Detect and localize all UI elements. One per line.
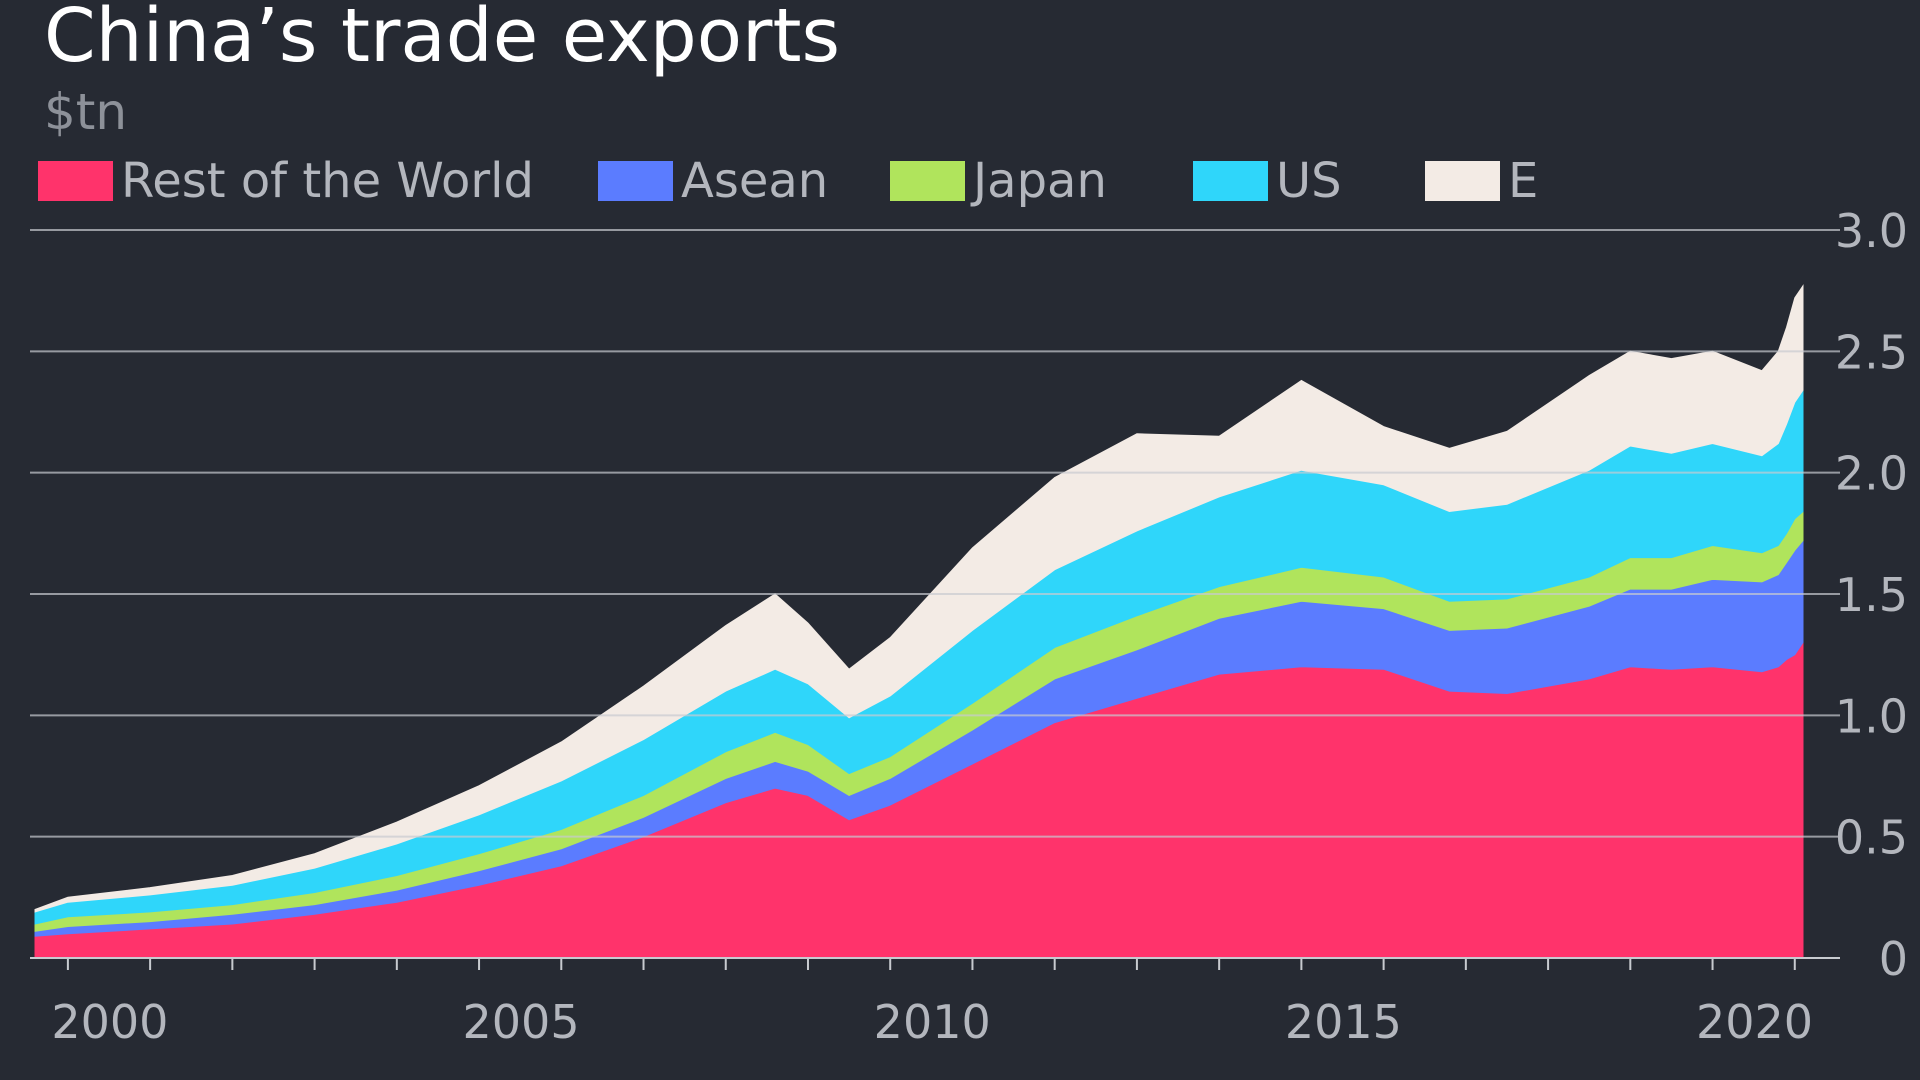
legend-label-e: E (1508, 153, 1539, 209)
x-tick-label: 2005 (463, 995, 580, 1049)
y-tick-label: 1.5 (1835, 568, 1908, 622)
y-tick-label: 1.0 (1835, 689, 1908, 743)
legend-item-asean: Asean (598, 150, 828, 212)
x-tick-label: 2020 (1696, 995, 1813, 1049)
chart-legend: Rest of the World Asean Japan US E (38, 150, 1538, 212)
y-tick-label: 3.0 (1835, 204, 1908, 258)
x-axis: 2000 2005 2010 2015 2020 (30, 957, 1840, 1049)
legend-label-japan: Japan (973, 153, 1107, 209)
y-tick-label: 2.0 (1835, 447, 1908, 501)
chart-title: China’s trade exports (44, 0, 841, 79)
legend-label-asean: Asean (681, 153, 829, 209)
legend-swatch-japan (890, 161, 965, 201)
legend-swatch-e (1425, 161, 1500, 201)
x-tick-label: 2015 (1285, 995, 1402, 1049)
legend-item-rest-of-world: Rest of the World (38, 150, 534, 212)
x-tick-label: 2010 (874, 995, 991, 1049)
legend-label-us: US (1276, 153, 1342, 209)
legend-swatch-asean (598, 161, 673, 201)
legend-label-rest-of-world: Rest of the World (121, 153, 534, 209)
legend-item-japan: Japan (890, 150, 1107, 212)
gridlines (30, 229, 1840, 838)
series-areas (34, 284, 1804, 959)
area-series-e (34, 284, 1804, 913)
legend-item-e: E (1425, 150, 1538, 212)
chart-unit-label: $tn (44, 83, 128, 141)
y-tick-label: 2.5 (1835, 325, 1908, 379)
y-tick-label: 0 (1879, 932, 1908, 986)
legend-swatch-us (1193, 161, 1268, 201)
y-tick-label: 0.5 (1835, 811, 1908, 865)
legend-swatch-rest-of-world (38, 161, 113, 201)
x-tick-label: 2000 (51, 995, 168, 1049)
y-axis: 3.0 2.5 2.0 1.5 1.0 0.5 0 (1835, 204, 1908, 986)
legend-item-us: US (1193, 150, 1342, 212)
